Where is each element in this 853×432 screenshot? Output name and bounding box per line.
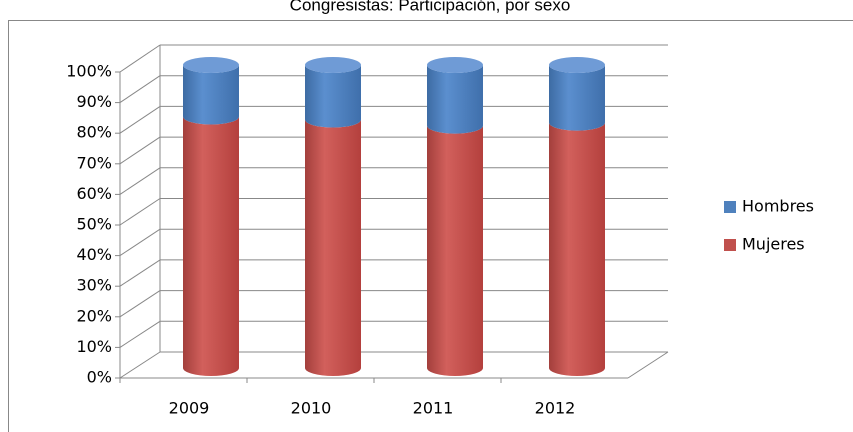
- chart-border: [8, 20, 853, 432]
- y-tick-label: 0%: [87, 368, 112, 387]
- x-tick-label: 2010: [291, 399, 332, 418]
- y-tick-label: 60%: [76, 184, 112, 203]
- legend-swatch: [724, 239, 736, 251]
- y-tick-label: 80%: [76, 123, 112, 142]
- y-tick-label: 50%: [76, 215, 112, 234]
- grid-line-side: [119, 44, 161, 73]
- legend-swatch: [724, 201, 736, 213]
- grid-line-side: [119, 320, 161, 348]
- y-tick-label: 30%: [76, 276, 112, 295]
- y-tick-label: 100%: [66, 62, 112, 81]
- cylinder-segment: [305, 119, 361, 376]
- x-tick-label: 2012: [535, 399, 576, 418]
- y-tick-label: 40%: [76, 245, 112, 264]
- grid-line-side: [119, 351, 161, 379]
- cylinder-top: [427, 57, 483, 73]
- grid-line-side: [119, 198, 161, 226]
- cylinder-segment: [549, 65, 605, 131]
- cylinder-segment: [427, 125, 483, 376]
- y-tick-label: 20%: [76, 306, 112, 325]
- y-tick-label: 10%: [76, 337, 112, 356]
- grid-line-side: [119, 105, 161, 134]
- floor-right: [627, 351, 669, 379]
- grid-line-side: [119, 75, 161, 104]
- cylinder-segment: [549, 122, 605, 376]
- cylinder-top: [305, 57, 361, 73]
- chart-title: Congresistas: Participación, por sexo: [290, 0, 571, 14]
- legend-label: Hombres: [742, 197, 814, 216]
- grid-line-side: [119, 259, 161, 287]
- grid-line-side: [119, 167, 161, 195]
- cylinder-segment: [305, 65, 361, 128]
- cylinder-top: [549, 57, 605, 73]
- cylinder-segment: [183, 65, 239, 125]
- y-tick-label: 70%: [76, 153, 112, 172]
- grid-line-side: [119, 290, 161, 318]
- grid-line-side: [119, 228, 161, 257]
- legend-label: Mujeres: [742, 235, 805, 254]
- y-tick-label: 90%: [76, 92, 112, 111]
- cylinder-segment: [427, 65, 483, 134]
- x-tick-label: 2009: [169, 399, 210, 418]
- cylinder-top: [183, 57, 239, 73]
- cylinder-segment: [183, 116, 239, 376]
- grid-line-side: [119, 136, 161, 165]
- x-tick-label: 2011: [413, 399, 454, 418]
